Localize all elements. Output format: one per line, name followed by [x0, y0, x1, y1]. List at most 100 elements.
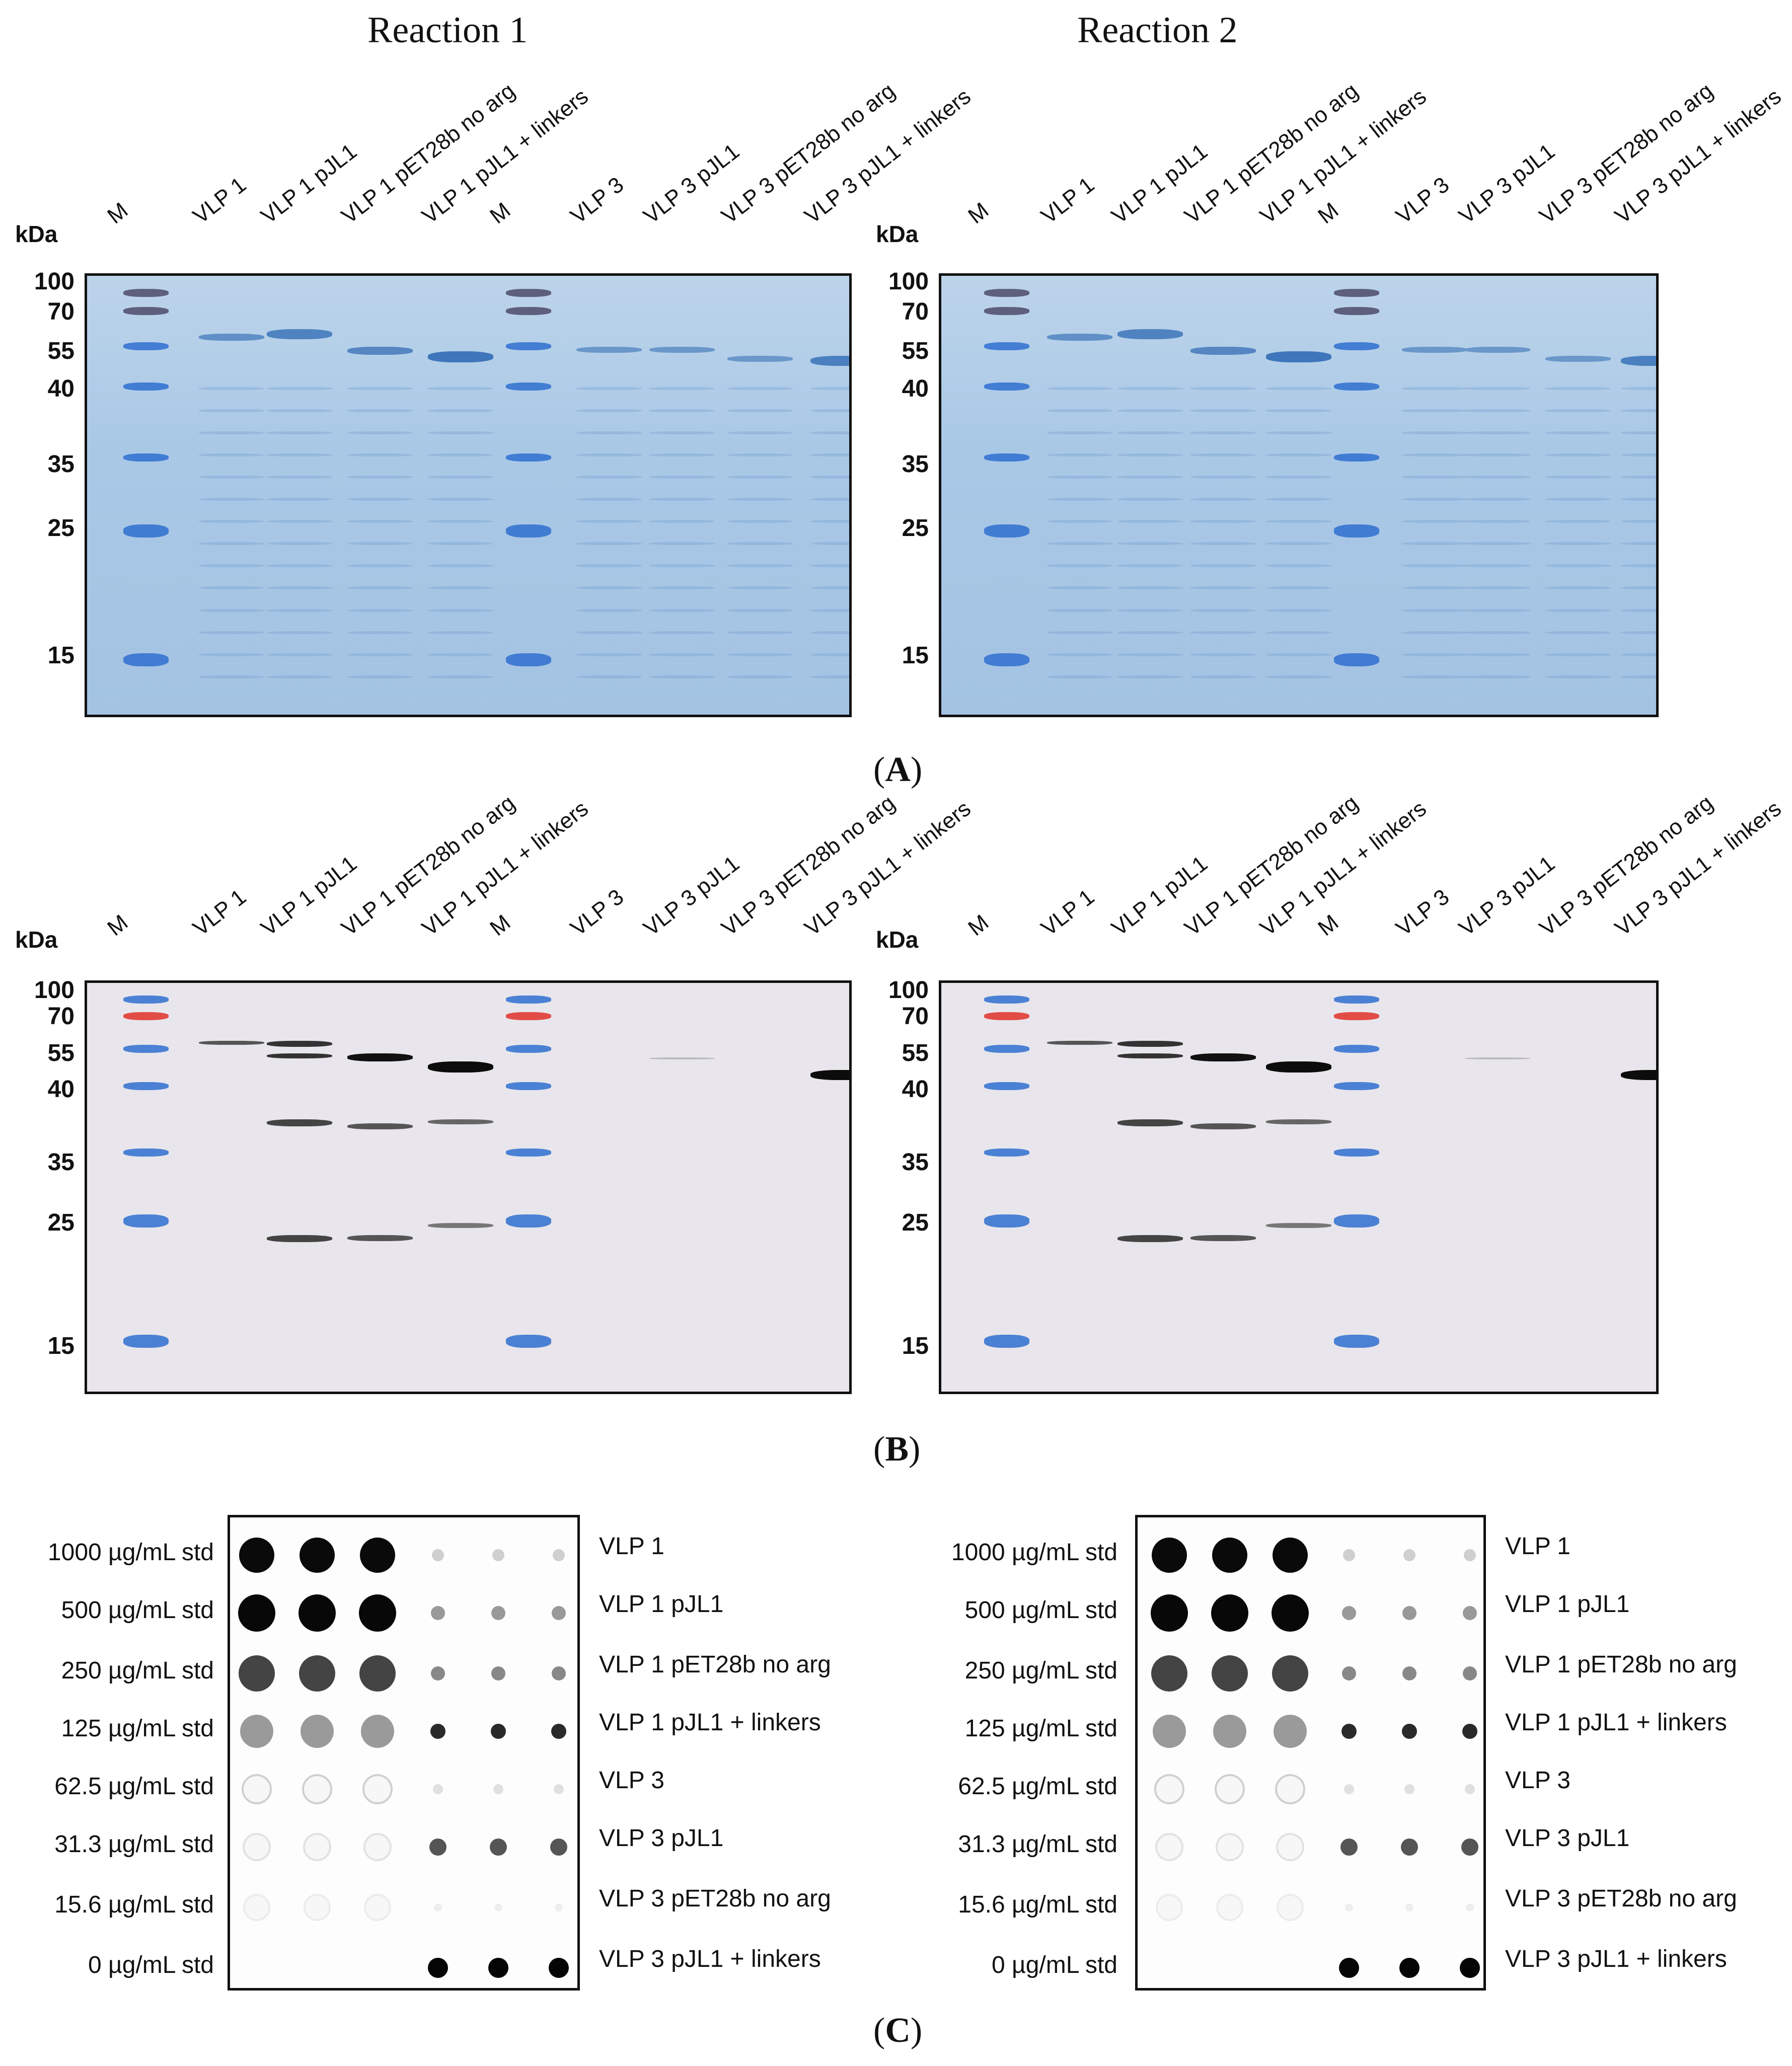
ladder-band [1334, 1082, 1379, 1091]
dot [239, 1538, 274, 1573]
dot [1340, 1839, 1358, 1856]
ladder-band [1334, 307, 1379, 315]
mw-marker-35: 35 [47, 451, 74, 478]
dot [1155, 1833, 1183, 1861]
background-band [810, 387, 849, 390]
gel-lane [1117, 983, 1183, 1392]
mw-marker-70: 70 [902, 1003, 929, 1030]
background-band [199, 409, 264, 412]
background-band [428, 586, 493, 590]
background-band [347, 653, 413, 656]
background-band [1402, 608, 1467, 612]
background-band [199, 586, 264, 590]
standard-label: 1000 µg/mL std [47, 1539, 214, 1566]
dot [1154, 1774, 1184, 1804]
background-band [1266, 608, 1331, 612]
background-band [1465, 520, 1530, 523]
mw-marker-55: 55 [47, 338, 74, 364]
background-band [199, 498, 264, 501]
ladder-band [984, 342, 1029, 351]
background-band [1465, 608, 1530, 612]
protein-band [199, 1041, 264, 1045]
gel-lane [1190, 983, 1256, 1392]
dot [1463, 1666, 1477, 1680]
background-band [1465, 564, 1530, 568]
dot [243, 1894, 270, 1921]
background-band [1266, 542, 1331, 546]
protein-band [347, 1053, 413, 1061]
background-band [576, 520, 642, 523]
dot [429, 1839, 446, 1856]
protein-band [267, 1041, 332, 1047]
background-band [1117, 498, 1183, 501]
dot [1276, 1833, 1304, 1861]
standard-label: 31.3 µg/mL std [54, 1831, 214, 1858]
sample-label: VLP 1 pJL1 + linkers [599, 1709, 821, 1736]
dot [302, 1774, 332, 1804]
background-band [1621, 409, 1656, 412]
protein-band [428, 1061, 493, 1073]
background-band [347, 498, 413, 501]
dot [433, 1784, 443, 1794]
gel-lane [1545, 276, 1611, 715]
gel-lane [1190, 276, 1256, 715]
ladder-band [1334, 382, 1379, 391]
ladder-band [1334, 1148, 1379, 1157]
protein-band [1047, 1041, 1112, 1045]
background-band [810, 608, 849, 612]
background-band [347, 431, 413, 434]
background-band [649, 564, 715, 568]
dot [1402, 1666, 1416, 1680]
ladder-band [506, 653, 551, 666]
ladder-band [1334, 342, 1379, 351]
dot [299, 1655, 335, 1692]
dot [1212, 1655, 1248, 1692]
lane-label: M [103, 910, 133, 941]
protein-band [576, 347, 642, 353]
sample-label: VLP 3 pJL1 [1505, 1825, 1630, 1852]
sample-label: VLP 3 pJL1 + linkers [599, 1946, 821, 1972]
background-band [649, 608, 715, 612]
background-band [576, 475, 642, 479]
background-band [1047, 586, 1112, 590]
background-band [810, 564, 849, 568]
background-band [1117, 409, 1183, 412]
mw-marker-55: 55 [902, 338, 929, 364]
background-band [1545, 608, 1611, 612]
gel-lane [1621, 276, 1656, 715]
background-band [576, 387, 642, 390]
dot [1404, 1784, 1414, 1794]
dot [1339, 1958, 1359, 1978]
background-band [1266, 631, 1331, 634]
ladder-band [123, 995, 169, 1004]
gel-lane [1402, 276, 1467, 715]
ladder-band [123, 342, 169, 351]
background-band [428, 631, 493, 634]
sample-label: VLP 1 pJL1 + linkers [1505, 1709, 1727, 1736]
dot [1212, 1538, 1247, 1573]
gel-lane [576, 276, 642, 715]
dot [1465, 1784, 1475, 1794]
sample-label: VLP 3 [599, 1767, 664, 1794]
background-band [347, 564, 413, 568]
background-band [1117, 387, 1183, 390]
background-band [1190, 586, 1256, 590]
standard-label: 125 µg/mL std [61, 1715, 214, 1742]
background-band [1117, 675, 1183, 678]
background-band [649, 520, 715, 523]
background-band [649, 475, 715, 479]
ladder-band [123, 307, 169, 315]
ladder-band [984, 382, 1029, 391]
kda-label: kDa [15, 927, 58, 953]
background-band [267, 653, 332, 656]
dot [553, 1549, 565, 1561]
background-band [1545, 409, 1611, 412]
background-band [810, 675, 849, 678]
background-band [1190, 542, 1256, 546]
background-band [576, 586, 642, 590]
protein-band [428, 1222, 493, 1228]
standard-label: 0 µg/mL std [88, 1952, 214, 1978]
background-band [1266, 453, 1331, 456]
background-band [267, 387, 332, 390]
dot [238, 1594, 275, 1632]
